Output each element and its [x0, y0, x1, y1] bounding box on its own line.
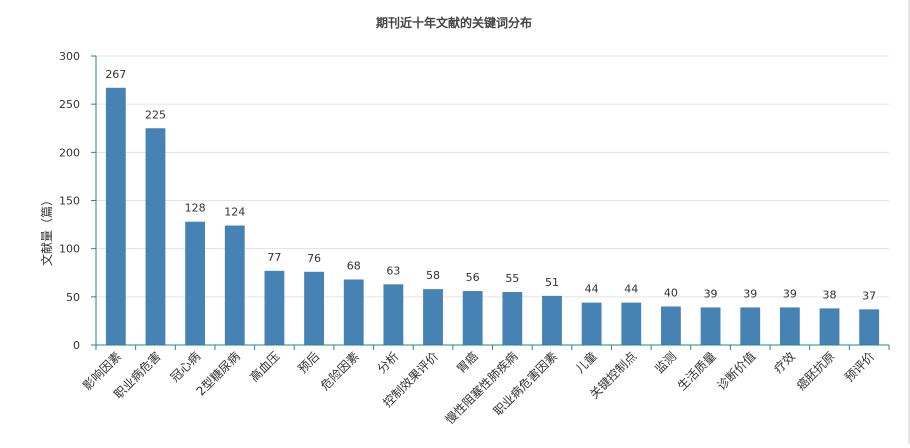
bar[interactable] — [462, 291, 483, 345]
bar[interactable] — [661, 306, 681, 345]
data-label: 39 — [743, 287, 757, 300]
y-tick-label: 0 — [73, 339, 80, 352]
data-label: 39 — [704, 287, 718, 300]
data-label: 56 — [466, 271, 480, 284]
axes — [95, 56, 890, 350]
x-tick-label: 胃癌 — [453, 349, 481, 377]
data-label: 39 — [783, 287, 797, 300]
bar[interactable] — [383, 284, 404, 345]
y-tick-label: 250 — [59, 98, 80, 111]
data-label: 51 — [545, 276, 559, 289]
bar[interactable] — [621, 302, 642, 345]
x-tick-label: 生活质量 — [675, 349, 719, 393]
data-label: 40 — [664, 286, 678, 299]
y-tick-label: 200 — [59, 146, 80, 159]
x-tick-label: 诊断价值 — [714, 349, 759, 394]
x-tick-label: 分析 — [375, 349, 402, 376]
bar[interactable] — [343, 279, 364, 345]
x-tick-label: 疗效 — [770, 349, 798, 377]
bar[interactable] — [264, 270, 285, 345]
x-tick-label: 癌胚抗原 — [793, 349, 838, 394]
x-tick-label: 慢性阻塞性肺疾病 — [442, 349, 520, 427]
x-tick-label: 高血压 — [246, 349, 282, 385]
data-label: 128 — [185, 202, 206, 215]
x-tick-label: 儿童 — [572, 349, 600, 377]
bar[interactable] — [581, 302, 602, 345]
x-tick-label: 危险因素 — [317, 349, 362, 394]
data-labels: 267 225 128 124 77 76 68 63 58 56 55 51 44 44 40 39 39 39… — [105, 68, 876, 303]
data-label: 124 — [224, 206, 245, 219]
x-tick-label: 2型糖尿病 — [193, 349, 243, 399]
bar[interactable] — [542, 295, 562, 345]
y-tick-label: 50 — [66, 291, 80, 304]
y-tick-label: 100 — [59, 243, 80, 256]
y-axis-label: 文献量（篇） — [39, 194, 54, 266]
panel-edge — [908, 0, 910, 444]
chart-title: 期刊近十年文献的关键词分布 — [376, 15, 532, 30]
gridlines — [96, 55, 889, 298]
data-label: 68 — [347, 259, 361, 272]
data-label: 38 — [823, 288, 837, 301]
x-tick-label: 预后 — [295, 349, 322, 376]
bar[interactable] — [224, 225, 245, 345]
data-label: 44 — [624, 283, 638, 296]
bars — [105, 87, 880, 345]
y-tick-label: 150 — [59, 195, 80, 208]
bar[interactable] — [859, 309, 880, 345]
bar[interactable] — [304, 271, 324, 345]
data-label: 225 — [145, 108, 166, 121]
bar[interactable] — [779, 307, 800, 345]
bar[interactable] — [819, 308, 840, 345]
bar[interactable] — [700, 307, 721, 345]
data-label: 58 — [426, 269, 440, 282]
x-tick-label: 监测 — [652, 349, 679, 376]
data-label: 44 — [585, 283, 599, 296]
bar[interactable] — [423, 289, 443, 345]
data-label: 37 — [862, 289, 876, 302]
data-label: 55 — [505, 272, 519, 285]
bar[interactable] — [145, 128, 166, 345]
bar[interactable] — [185, 221, 206, 345]
data-label: 76 — [307, 252, 321, 265]
bar[interactable] — [740, 307, 761, 345]
bar[interactable] — [105, 87, 126, 345]
data-label: 267 — [105, 68, 126, 81]
data-label: 77 — [267, 251, 281, 264]
x-tick-label: 冠心病 — [167, 349, 203, 385]
x-tick-label: 预评价 — [842, 349, 877, 384]
y-tick-labels: 0 50 100 150 200 250 300 — [59, 50, 96, 352]
bar[interactable] — [502, 292, 523, 345]
y-tick-label: 300 — [59, 50, 80, 63]
data-label: 63 — [386, 264, 400, 277]
